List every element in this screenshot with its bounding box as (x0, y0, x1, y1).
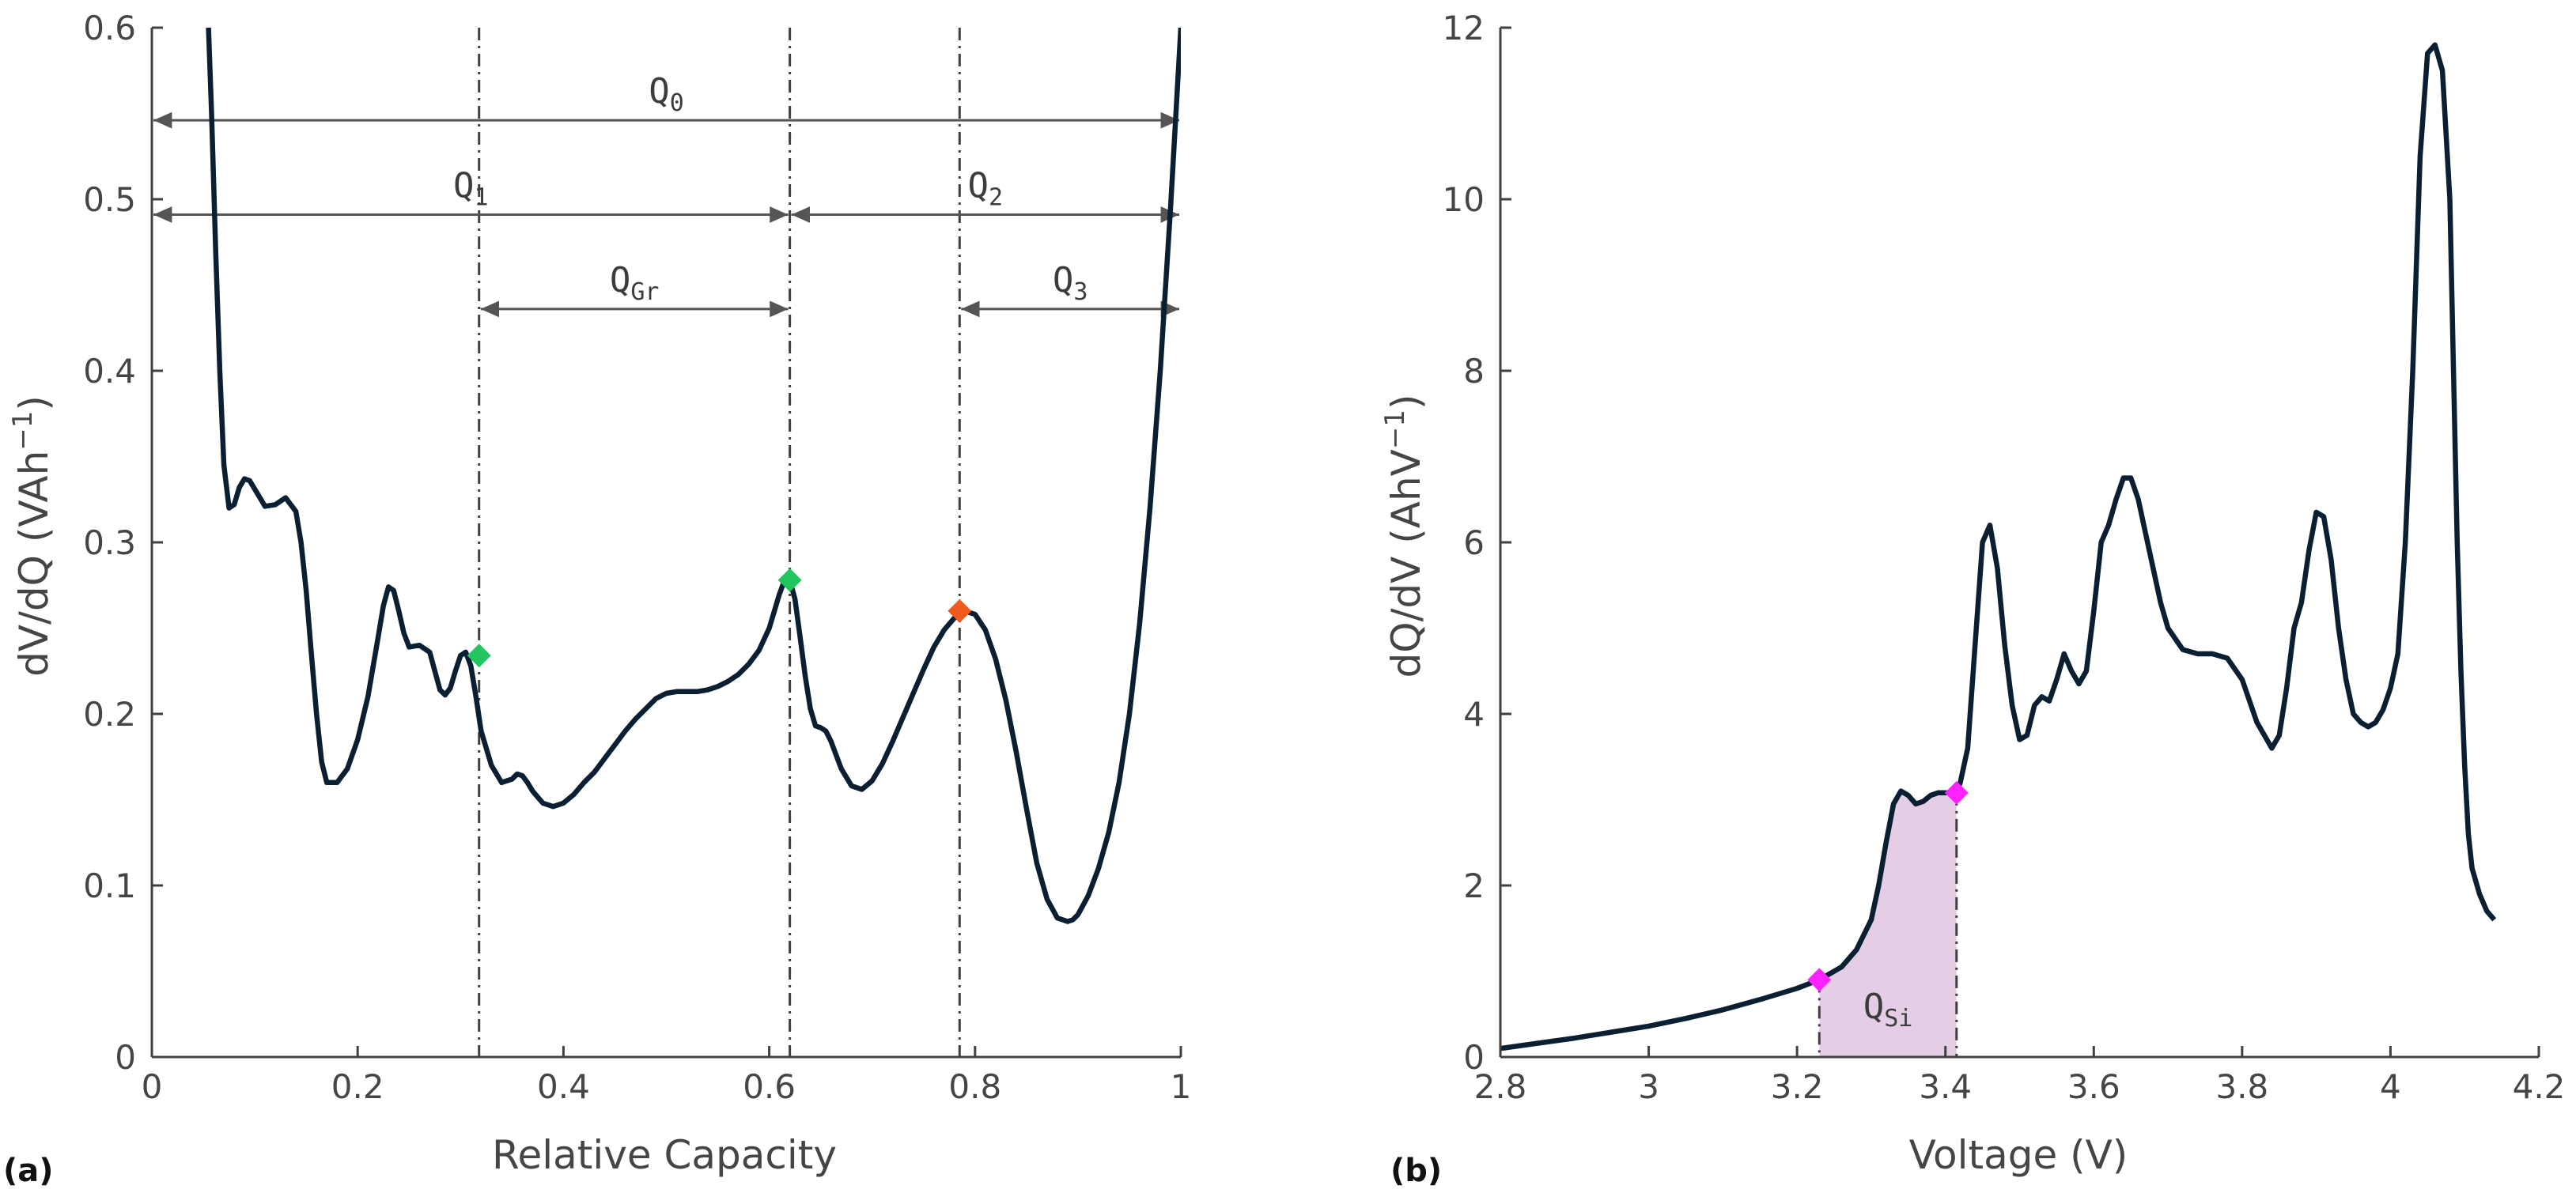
b-data-curve (1500, 42, 2497, 1051)
b-xlabel: Voltage (V) (1909, 1132, 2128, 1178)
panel-a-label: (a) (3, 1153, 54, 1189)
a-x-tick-label: 0.8 (948, 1067, 1001, 1106)
a-marker-orange (948, 598, 972, 623)
b-shade-label: QSi (1863, 987, 1913, 1033)
a-x-tick-label: 1 (1171, 1067, 1192, 1106)
a-y-tick-label: 0.3 (83, 523, 136, 562)
panel-b-label: (b) (1390, 1153, 1442, 1189)
panel-b: 2.8 3 3.2 3.4 3.6 3.8 4 4.2 0 2 4 6 8 10 12 QSi Voltag… (1379, 9, 2565, 1189)
a-vline-group (478, 28, 961, 1057)
a-span-label: Q0 (649, 71, 684, 117)
b-tick-labels: 2.8 3 3.2 3.4 3.6 3.8 4 4.2 0 2 4 6 8 10 12 (1443, 9, 2566, 1106)
b-x-tick-label: 4.2 (2513, 1067, 2566, 1106)
b-y-tick-label: 6 (1463, 523, 1485, 562)
b-x-tick-label: 3.4 (1919, 1067, 1972, 1106)
a-ylabel: dV/dQ (VAh−1) (7, 395, 57, 677)
a-data-curve (206, 27, 1181, 924)
a-xlabel: Relative Capacity (492, 1132, 837, 1178)
a-span-label: QGr (610, 260, 660, 306)
b-x-tick-label: 4 (2380, 1067, 2401, 1106)
a-markers (467, 568, 972, 668)
b-vline-group (1818, 792, 1958, 1057)
a-y-tick-label: 0.2 (83, 695, 136, 734)
a-marker-green (777, 568, 802, 592)
a-y-tick-label: 0.6 (83, 9, 136, 47)
a-x-tick-label: 0 (142, 1067, 163, 1106)
b-y-tick-label: 2 (1463, 866, 1485, 905)
b-x-tick-label: 3.2 (1771, 1067, 1824, 1106)
a-x-tick-label: 0.4 (537, 1067, 590, 1106)
b-x-tick-label: 3.6 (2067, 1067, 2120, 1106)
b-x-tick-label: 3.8 (2215, 1067, 2268, 1106)
b-marker-magenta (1807, 968, 1832, 992)
a-tick-labels: 0 0.2 0.4 0.6 0.8 1 0 0.1 0.2 0.3 0.4 0.5 0.6 (83, 9, 1191, 1106)
b-x-tick-label: 2.8 (1474, 1067, 1527, 1106)
a-span-label: Q2 (968, 166, 1004, 212)
a-axes (150, 26, 1182, 1059)
a-x-tick-label: 0.2 (331, 1067, 384, 1106)
a-y-tick-label: 0 (115, 1038, 136, 1077)
a-span-label: Q1 (453, 166, 489, 212)
b-x-tick-label: 3 (1638, 1067, 1659, 1106)
b-shaded-region-qsi (1819, 791, 1957, 1057)
b-y-tick-label: 4 (1463, 695, 1485, 734)
a-y-tick-label: 0.4 (83, 352, 136, 391)
b-y-tick-label: 8 (1463, 352, 1485, 391)
a-y-tick-label: 0.1 (83, 866, 136, 905)
b-y-tick-label: 12 (1443, 9, 1485, 47)
a-x-tick-label: 0.6 (743, 1067, 796, 1106)
a-span-label: Q3 (1053, 260, 1088, 306)
b-y-tick-label: 10 (1443, 180, 1485, 219)
b-ylabel: dQ/dV (AhV−1) (1379, 394, 1429, 678)
b-markers (1807, 780, 1969, 992)
b-marker-magenta (1944, 780, 1969, 805)
b-y-tick-label: 0 (1463, 1038, 1485, 1077)
a-span-arrows: Q0 Q1 Q2 QGr Q3 (153, 71, 1179, 318)
b-axes (1499, 26, 2540, 1059)
a-y-tick-label: 0.5 (83, 180, 136, 219)
a-marker-green (467, 644, 491, 668)
